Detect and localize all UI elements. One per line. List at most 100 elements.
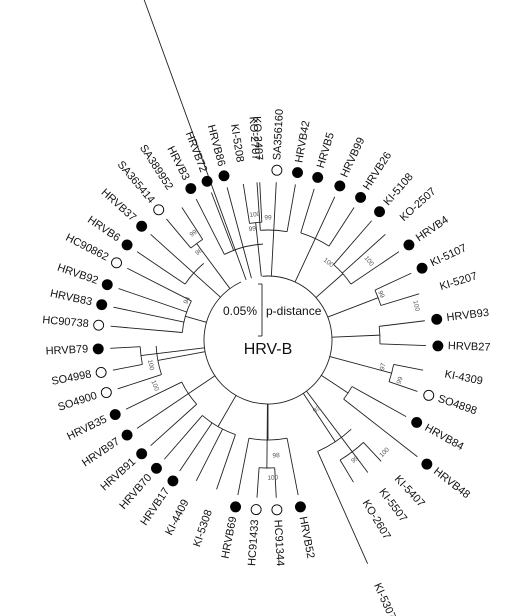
leaf-label: KO-2407 bbox=[250, 116, 264, 161]
leaf-branch bbox=[117, 374, 162, 390]
root-arc bbox=[203, 275, 333, 405]
clade-label: HRV-B bbox=[244, 341, 293, 358]
bootstrap-value: 100 bbox=[411, 300, 420, 313]
leaf-branch bbox=[136, 393, 189, 429]
internal-branch bbox=[157, 351, 206, 361]
leaf-label: HC91344 bbox=[272, 519, 286, 566]
leaf-branch bbox=[143, 0, 247, 281]
filled-circle-marker bbox=[374, 206, 385, 218]
leaf-branch bbox=[118, 288, 187, 313]
leaf-branch bbox=[112, 363, 143, 371]
leaf-branch bbox=[242, 183, 250, 224]
leaf-branch bbox=[237, 438, 250, 496]
leaf-branch bbox=[379, 343, 426, 346]
filled-circle-marker bbox=[312, 171, 324, 183]
filled-circle-marker bbox=[294, 501, 306, 513]
internal-branch bbox=[270, 230, 275, 277]
leaf-branch bbox=[286, 184, 296, 232]
internal-branch bbox=[306, 390, 353, 453]
leaf-label: KI-5107 bbox=[429, 242, 469, 269]
bootstrap-value: 99 bbox=[264, 215, 272, 222]
filled-circle-marker bbox=[136, 220, 148, 232]
leaf-branch bbox=[256, 182, 261, 231]
leaf-branch bbox=[166, 218, 192, 249]
bootstrap-value: 98 bbox=[194, 247, 204, 257]
leaf-branch bbox=[150, 233, 194, 274]
bootstrap-value: 93 bbox=[312, 405, 322, 415]
leaf-branch bbox=[379, 320, 425, 327]
leaf-label: HRVB99 bbox=[339, 136, 368, 180]
leaf-branch bbox=[343, 398, 418, 458]
open-circle-marker bbox=[100, 387, 112, 398]
filled-circle-marker bbox=[151, 462, 162, 474]
leaf-branch bbox=[195, 428, 224, 481]
bootstrap-value: 100 bbox=[146, 359, 155, 371]
leaf-label: HRVB69 bbox=[220, 516, 240, 560]
internal-branch bbox=[315, 273, 344, 298]
bootstrap-value: 100 bbox=[267, 474, 278, 481]
leaf-branch bbox=[363, 442, 382, 462]
leaf-label: HRVB84 bbox=[423, 422, 466, 453]
filled-circle-marker bbox=[230, 501, 242, 513]
bootstrap-value: 98 bbox=[272, 452, 280, 460]
leaf-branch bbox=[300, 188, 315, 234]
leaf-label: HRVB48 bbox=[431, 465, 472, 501]
leaf-branch bbox=[374, 272, 412, 291]
leaf-branch bbox=[195, 199, 225, 255]
leaf-label: HRVB42 bbox=[293, 120, 312, 164]
bootstrap-values: 9910010099100979993100999810010010094989… bbox=[146, 211, 421, 482]
internal-branch bbox=[331, 334, 380, 338]
leaf-branch bbox=[393, 363, 424, 371]
filled-circle-marker bbox=[334, 180, 346, 192]
leaf-branch bbox=[110, 325, 183, 333]
internal-branch bbox=[188, 375, 216, 395]
leaf-branch bbox=[181, 207, 204, 240]
internal-branch bbox=[327, 297, 379, 318]
leaf-label: KI-4409 bbox=[163, 498, 191, 538]
bootstrap-value: 99 bbox=[376, 290, 385, 300]
open-circle-marker bbox=[95, 366, 107, 378]
leaf-label: HRVB79 bbox=[45, 343, 88, 357]
leaf-label: KI-5308 bbox=[191, 508, 215, 548]
open-circle-marker bbox=[271, 164, 283, 176]
bootstrap-value: 100 bbox=[249, 211, 261, 219]
leaf-branch bbox=[259, 182, 263, 223]
open-circle-marker bbox=[423, 389, 435, 401]
leaf-branch bbox=[380, 293, 420, 306]
leaf-label: SA356160 bbox=[271, 109, 286, 161]
internal-branch bbox=[140, 347, 205, 357]
leaf-markers bbox=[92, 164, 444, 516]
leaf-label: HRVB93 bbox=[446, 307, 490, 324]
scale-unit-label: p-distance bbox=[266, 304, 322, 318]
open-circle-marker bbox=[271, 504, 283, 516]
leaf-branch bbox=[256, 467, 260, 498]
internal-branch bbox=[302, 393, 336, 442]
leaf-label: HRVB27 bbox=[448, 340, 491, 353]
leaf-branch bbox=[314, 196, 336, 239]
leaf-label: KI-5307 bbox=[371, 581, 398, 616]
bootstrap-value: 100 bbox=[322, 257, 335, 269]
leaf-branch bbox=[150, 403, 197, 447]
leaf-label: HRVB6 bbox=[85, 214, 122, 244]
open-circle-marker bbox=[250, 504, 262, 516]
leaf-branch bbox=[328, 207, 355, 247]
filled-circle-marker bbox=[109, 409, 121, 420]
bootstrap-value: 100 bbox=[378, 446, 391, 459]
leaf-branch bbox=[110, 346, 141, 349]
leaf-branch bbox=[350, 251, 400, 285]
leaf-label: HRVB83 bbox=[49, 288, 93, 309]
bootstrap-value: 94 bbox=[183, 296, 193, 306]
leaf-branch bbox=[274, 467, 277, 498]
internal-branch bbox=[294, 238, 316, 283]
leaf-branch bbox=[113, 306, 184, 323]
open-circle-marker bbox=[93, 319, 105, 331]
leaf-label: HRVB52 bbox=[297, 516, 317, 560]
internal-branch bbox=[266, 403, 268, 468]
leaf-label: HRVB5 bbox=[315, 131, 337, 169]
clade-arc bbox=[155, 345, 162, 375]
open-circle-marker bbox=[111, 257, 122, 269]
bootstrap-value: 99 bbox=[248, 225, 257, 233]
leaf-branch bbox=[179, 422, 213, 472]
bootstrap-value: 100 bbox=[149, 379, 160, 392]
